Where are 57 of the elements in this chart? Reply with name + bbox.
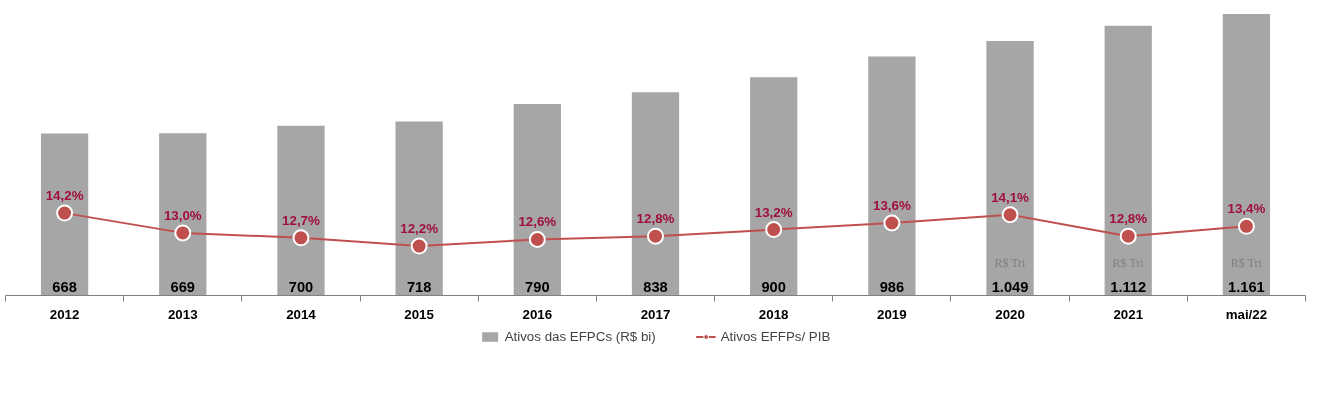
data-label: 1.112	[1110, 278, 1147, 295]
point	[765, 221, 783, 239]
point	[292, 229, 310, 247]
bar	[631, 92, 680, 296]
data-label: 12,6%	[518, 214, 557, 230]
point	[1001, 206, 1019, 224]
data-label: 14,1%	[991, 189, 1030, 205]
data-label: 668	[52, 278, 77, 295]
x-tick-label: 2012	[49, 306, 80, 322]
x-tick-label: 2020	[995, 306, 1025, 322]
legend-label: Ativos das EFPCs (R$ bi)	[504, 328, 656, 344]
point	[1119, 227, 1137, 245]
bar	[40, 133, 89, 296]
point	[883, 214, 901, 232]
point	[410, 237, 428, 255]
bar	[513, 103, 561, 296]
bar	[277, 125, 325, 296]
data-label: 13,0%	[163, 207, 202, 223]
bar	[1222, 13, 1271, 296]
data-label: 14,2%	[45, 188, 84, 204]
data-label: 669	[170, 278, 196, 295]
bar	[986, 41, 1034, 296]
x-tick-label: 2014	[286, 306, 317, 322]
data-label: 13,2%	[754, 204, 793, 220]
data-label: 838	[643, 278, 668, 295]
data-label: 718	[406, 278, 432, 295]
data-label: 13,4%	[1227, 201, 1266, 217]
x-tick-label: 2018	[758, 306, 789, 322]
data-label: 12,8%	[636, 211, 675, 227]
legend-label: Ativos EFFPs/ PIB	[720, 328, 831, 344]
x-tick-label: 2015	[404, 306, 435, 322]
data-label: 790	[525, 278, 550, 295]
data-label: 900	[761, 278, 786, 295]
x-tick-label: 2016	[522, 306, 553, 322]
bar	[395, 121, 443, 296]
x-tick-label: 2013	[167, 306, 198, 322]
data-label: 12,2%	[400, 221, 439, 237]
data-label: 13,6%	[872, 198, 911, 213]
point	[528, 230, 546, 248]
point	[174, 224, 192, 242]
bar	[1104, 25, 1152, 296]
x-tick-label: 2021	[1113, 306, 1144, 322]
data-label: 700	[288, 278, 314, 295]
point	[1237, 217, 1255, 235]
point	[56, 204, 74, 222]
data-label: 12,7%	[282, 212, 320, 228]
bar	[868, 56, 916, 296]
bar	[159, 133, 207, 296]
data-label: 1.161	[1228, 278, 1265, 295]
x-tick-label: mai/22	[1225, 306, 1268, 322]
data-label: 12,8%	[1109, 211, 1148, 227]
point	[647, 227, 664, 245]
data-label: 986	[879, 278, 905, 295]
x-tick-label: 2017	[640, 306, 671, 322]
x-tick-label: 2019	[877, 306, 907, 322]
bar	[750, 77, 798, 296]
data-label: 1.049	[991, 278, 1029, 295]
